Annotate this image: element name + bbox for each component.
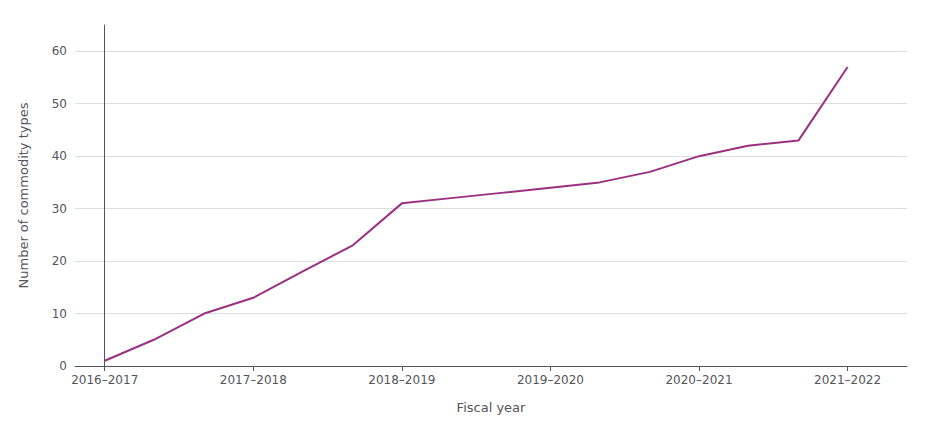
svg-text:2019–2020: 2019–2020	[517, 373, 584, 387]
svg-text:10: 10	[52, 307, 67, 321]
svg-text:40: 40	[52, 149, 67, 163]
svg-text:2018–2019: 2018–2019	[368, 373, 435, 387]
svg-text:0: 0	[59, 359, 67, 373]
svg-text:30: 30	[52, 202, 67, 216]
svg-text:50: 50	[52, 97, 67, 111]
svg-text:Fiscal year: Fiscal year	[457, 400, 526, 415]
svg-text:2016–2017: 2016–2017	[71, 373, 138, 387]
svg-text:20: 20	[52, 254, 67, 268]
svg-text:2017–2018: 2017–2018	[220, 373, 287, 387]
svg-text:Number of commodity types: Number of commodity types	[16, 102, 31, 288]
svg-text:2020–2021: 2020–2021	[665, 373, 732, 387]
svg-text:2021–2022: 2021–2022	[814, 373, 881, 387]
svg-text:60: 60	[52, 44, 67, 58]
